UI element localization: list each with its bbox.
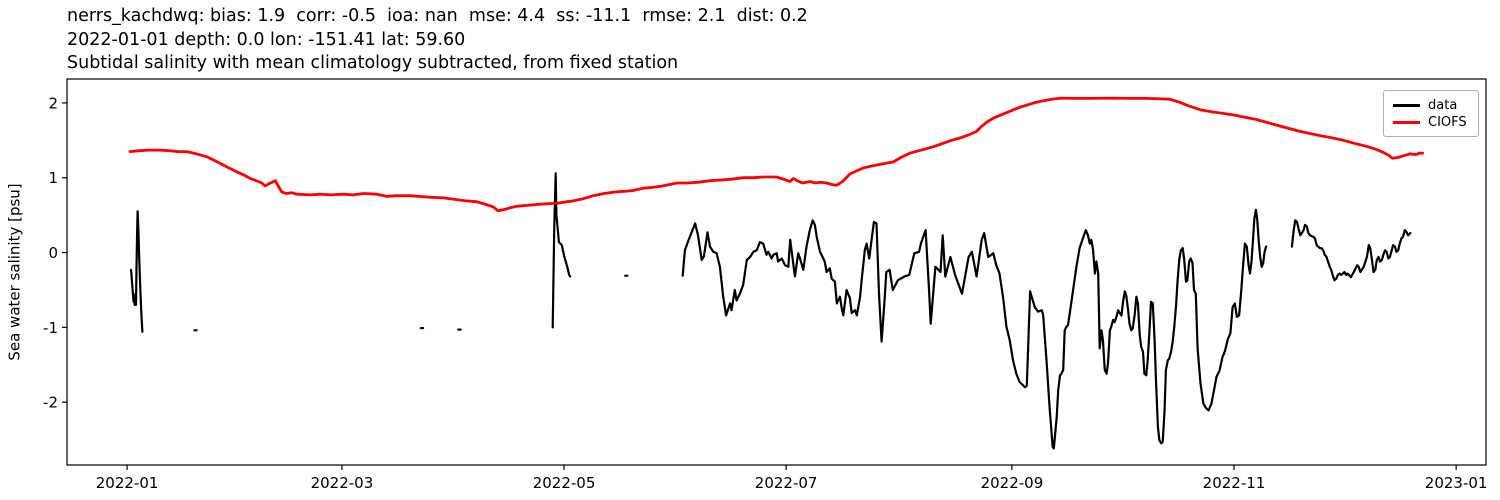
title-line-location: 2022-01-01 depth: 0.0 lon: -151.41 lat: …: [67, 29, 466, 50]
series-data-path: [681, 208, 1268, 450]
title-line-description: Subtidal salinity with mean climatology …: [67, 53, 679, 73]
legend-item-ciofs: CIOFS: [1393, 114, 1470, 131]
series-data-path: [551, 172, 572, 329]
legend: data CIOFS: [1383, 90, 1479, 137]
legend-label-ciofs: CIOFS: [1428, 115, 1467, 130]
x-tick-label: 2022-11: [1203, 474, 1266, 492]
x-tick-label: 2022-07: [755, 474, 818, 492]
y-tick-label: -2: [43, 394, 58, 412]
x-tick-label: 2022-03: [311, 474, 374, 492]
series-ciofs-path: [128, 96, 1424, 213]
x-tick-label: 2022-09: [981, 474, 1044, 492]
y-tick-label: 2: [48, 94, 58, 112]
y-tick-label: 1: [48, 169, 58, 187]
x-tick-label: 2023-01: [1425, 474, 1488, 492]
plot-spines: [66, 78, 1487, 466]
series-data-path: [130, 210, 144, 333]
legend-item-data: data: [1393, 97, 1470, 114]
y-tick-label: 0: [48, 244, 58, 262]
title-block: nerrs_kachdwq: bias: 1.9 corr: -0.5 ioa:…: [67, 5, 808, 76]
ciofs-line-swatch-icon: [1393, 121, 1420, 124]
x-tick-label: 2022-01: [96, 474, 159, 492]
x-tick-label: 2022-05: [533, 474, 596, 492]
legend-label-data: data: [1428, 98, 1458, 113]
data-line-swatch-icon: [1393, 104, 1420, 107]
y-tick-label: -1: [43, 319, 58, 337]
title-line-stats: nerrs_kachdwq: bias: 1.9 corr: -0.5 ioa:…: [67, 6, 808, 26]
series-data-path: [1290, 219, 1412, 282]
